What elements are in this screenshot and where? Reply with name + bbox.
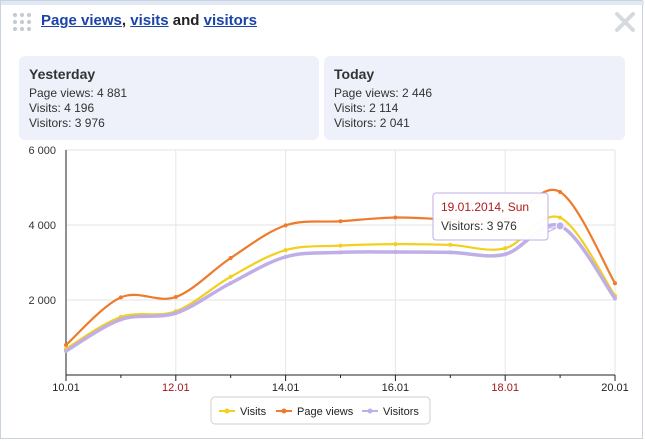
today-visitors: Visitors: 2 041	[334, 116, 410, 130]
visits-link[interactable]: visits	[130, 12, 169, 29]
widget-title: Page views, visits and visitors	[41, 12, 257, 29]
title-comma: ,	[121, 12, 127, 29]
yesterday-page-views: Page views: 4 881	[29, 86, 128, 100]
yesterday-visitors: Visitors: 3 976	[29, 116, 105, 130]
title-and: and	[172, 12, 200, 29]
visitors-link[interactable]: visitors	[203, 12, 257, 29]
yesterday-card: Yesterday Page views: 4 881 Visits: 4 19…	[19, 56, 319, 140]
today-page-views: Page views: 2 446	[334, 86, 433, 100]
today-visits: Visits: 2 114	[334, 101, 399, 115]
yesterday-title: Yesterday	[29, 66, 96, 82]
today-card: Today Page views: 2 446 Visits: 2 114 Vi…	[324, 56, 625, 140]
page-views-link[interactable]: Page views	[41, 12, 122, 29]
drag-handle-icon[interactable]	[12, 12, 32, 32]
today-title: Today	[334, 66, 375, 82]
yesterday-visits: Visits: 4 196	[29, 101, 95, 115]
close-icon[interactable]	[613, 10, 637, 34]
widget-top-border	[1, 1, 644, 5]
